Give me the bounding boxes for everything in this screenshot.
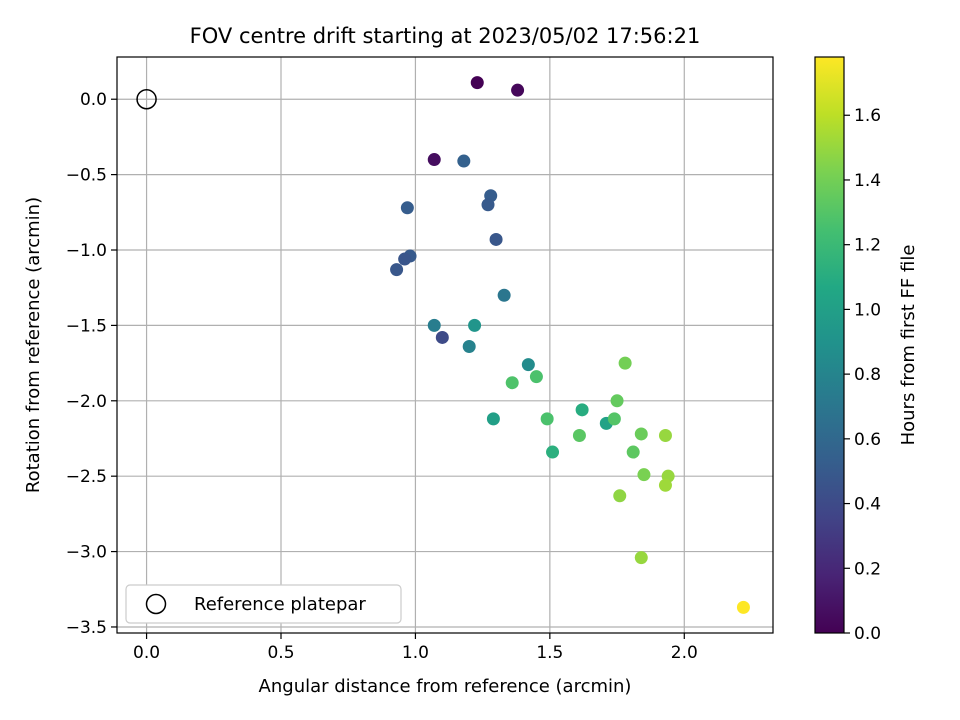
- x-axis-ticks: 0.0 0.5 1.0 1.5 2.0: [133, 633, 698, 663]
- legend-marker: [145, 593, 167, 615]
- data-point: [613, 489, 627, 503]
- colorbar-tick-label: 0.0: [854, 624, 881, 644]
- colorbar-tick-label: 0.8: [854, 365, 881, 385]
- data-point: [505, 376, 519, 390]
- data-point: [489, 232, 503, 246]
- data-point: [634, 427, 648, 441]
- colorbar-label: Hours from first FF file: [898, 245, 919, 446]
- data-point: [637, 468, 651, 482]
- data-point: [462, 340, 476, 354]
- colorbar-tick-label: 0.2: [854, 559, 881, 579]
- chart-title: FOV centre drift starting at 2023/05/02 …: [190, 24, 701, 48]
- x-tick-label: 1.0: [402, 643, 429, 663]
- colorbar-tick-label: 1.4: [854, 171, 881, 191]
- data-point: [468, 318, 482, 332]
- data-point: [572, 428, 586, 442]
- data-point: [511, 83, 525, 97]
- data-point: [610, 394, 624, 408]
- grid-y: [117, 98, 773, 628]
- data-point: [546, 445, 560, 459]
- data-point: [435, 330, 449, 344]
- data-point: [618, 356, 632, 370]
- data-point: [486, 412, 500, 426]
- data-point: [658, 478, 672, 492]
- legend-box: [125, 584, 402, 624]
- data-point: [521, 358, 535, 372]
- x-tick-label: 1.5: [536, 643, 563, 663]
- x-tick-label: 0.5: [267, 643, 294, 663]
- data-point: [736, 600, 750, 614]
- data-point: [470, 76, 484, 90]
- y-tick-label: −1.0: [66, 241, 107, 261]
- data-point: [529, 370, 543, 384]
- data-point: [427, 318, 441, 332]
- colorbar-ticks: 0.0 0.2 0.4 0.6 0.8 1.0 1.2 1.4 1.6: [844, 106, 881, 644]
- y-tick-label: −3.0: [66, 543, 107, 563]
- data-point: [457, 154, 471, 168]
- y-tick-label: −1.5: [66, 316, 107, 336]
- legend-label: Reference platepar: [194, 594, 366, 615]
- data-point: [398, 252, 412, 266]
- data-point: [400, 201, 414, 215]
- y-axis-label: Rotation from reference (arcmin): [23, 197, 44, 493]
- plot-frame: [116, 56, 774, 634]
- colorbar-tick-label: 1.6: [854, 106, 881, 126]
- data-point: [481, 198, 495, 212]
- x-tick-label: 2.0: [671, 643, 698, 663]
- y-tick-label: −2.0: [66, 392, 107, 412]
- y-tick-label: −3.5: [66, 618, 107, 638]
- legend: Reference platepar: [125, 584, 402, 624]
- y-axis-ticks: 0.0 −0.5 −1.0 −1.5 −2.0 −2.5 −3.0 −3.5: [66, 90, 117, 638]
- x-tick-label: 0.0: [133, 643, 160, 663]
- colorbar-tick-label: 1.2: [854, 236, 881, 256]
- y-tick-label: −0.5: [66, 166, 107, 186]
- x-axis-label: Angular distance from reference (arcmin): [259, 676, 632, 697]
- data-point: [575, 403, 589, 417]
- scatter-points: [390, 76, 750, 614]
- data-point: [634, 551, 648, 565]
- data-point: [626, 445, 640, 459]
- colorbar-tick-label: 0.6: [854, 430, 881, 450]
- data-point: [607, 412, 621, 426]
- colorbar-tick-label: 0.4: [854, 495, 881, 515]
- data-point: [658, 428, 672, 442]
- grid-x: [145, 57, 685, 633]
- y-tick-label: 0.0: [80, 90, 107, 110]
- data-point: [497, 288, 511, 302]
- data-point: [540, 412, 554, 426]
- y-tick-label: −2.5: [66, 467, 107, 487]
- data-point: [427, 153, 441, 167]
- colorbar-tick-label: 1.0: [854, 300, 881, 320]
- data-point: [390, 263, 404, 277]
- reference-point-marker: [136, 88, 157, 110]
- colorbar: [814, 56, 845, 634]
